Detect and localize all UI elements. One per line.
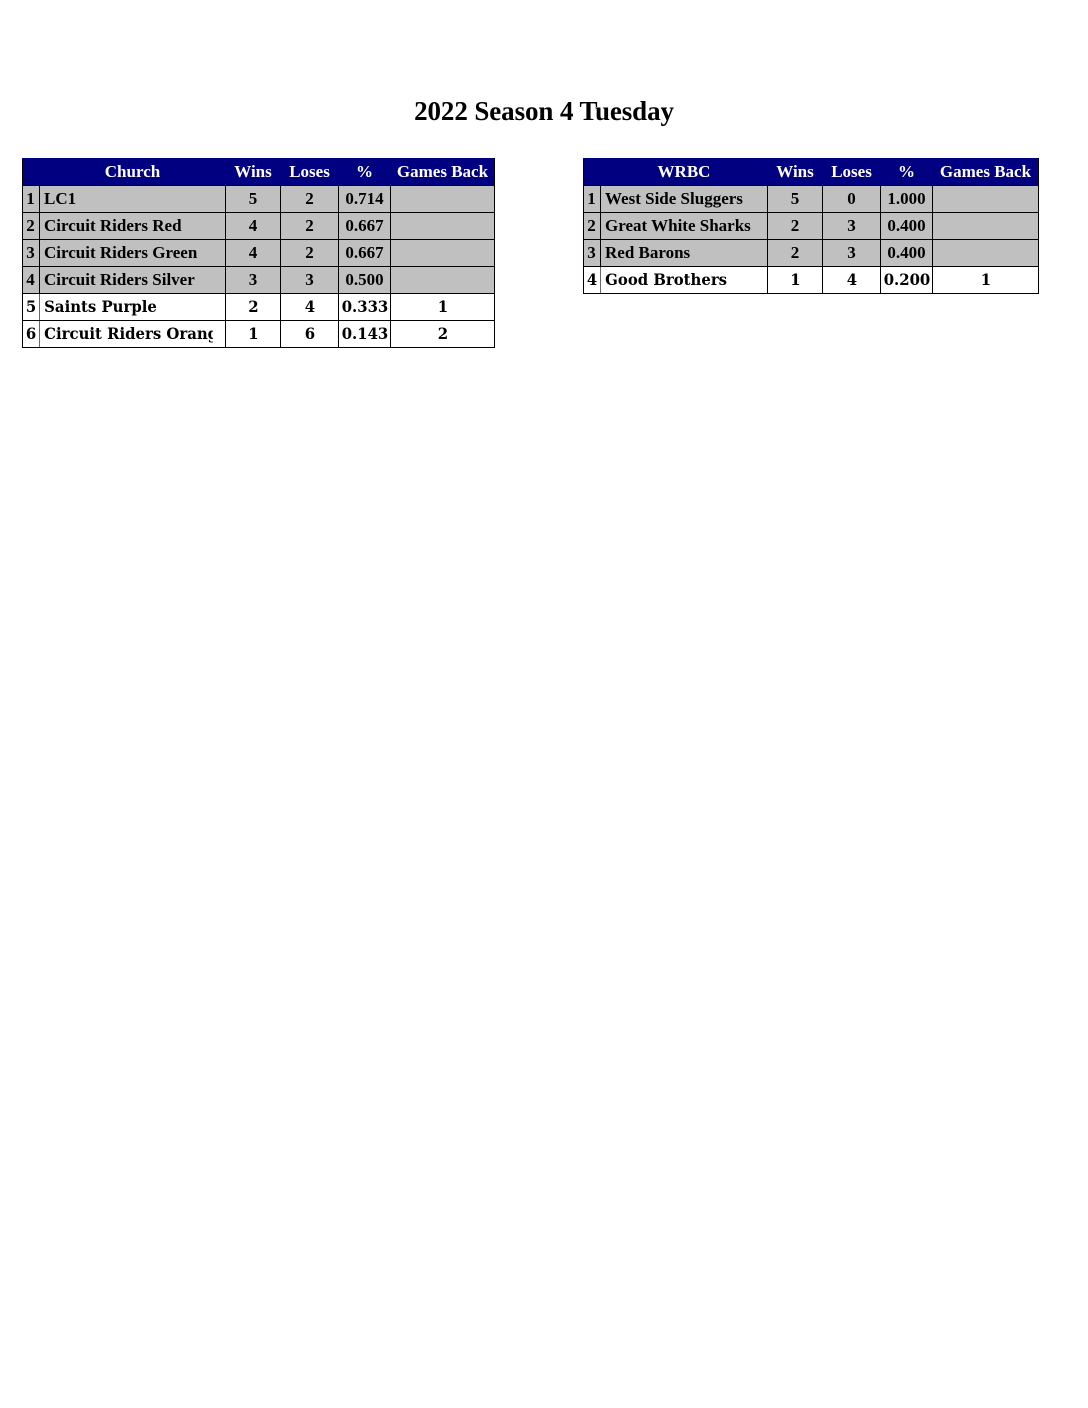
cell-wins: 1 [226, 320, 280, 348]
cell-percentage: 0.143 [339, 320, 390, 348]
cell-rank: 5 [22, 293, 40, 321]
cell-games-back [932, 185, 1039, 213]
cell-percentage: 0.400 [880, 239, 933, 267]
cell-team-name: Good Brothers [600, 266, 757, 294]
column-header-wins: Wins [225, 158, 281, 186]
column-header-games-back: Games Back [390, 158, 495, 186]
cell-percentage: 0.200 [881, 266, 932, 294]
cell-loses: 6 [282, 320, 337, 348]
cell-games-back [390, 239, 495, 267]
cell-rank: 2 [583, 212, 601, 240]
cell-games-back [390, 185, 495, 213]
cell-wins: 4 [225, 212, 281, 240]
cell-percentage: 0.667 [338, 239, 391, 267]
cell-wins: 3 [225, 266, 281, 294]
cell-games-back: 2 [393, 320, 492, 348]
cell-games-back [390, 266, 495, 294]
cell-games-back [932, 212, 1039, 240]
column-header-team: WRBC [600, 158, 768, 186]
table-body-church: 1 LC1 5 2 0.714 2 Circuit Riders Red 4 2 0.667 3 Ci… [22, 185, 495, 348]
column-header-percentage: % [338, 158, 391, 186]
header-row: Church Wins Loses % Games Back [22, 158, 495, 186]
cell-loses: 4 [282, 293, 337, 321]
table-body-wrbc: 1 West Side Sluggers 5 0 1.000 2 Great White S… [583, 185, 1039, 294]
cell-loses: 3 [822, 239, 881, 267]
table-row: 3 Red Barons 2 3 0.400 [583, 239, 1039, 267]
cell-rank: 3 [22, 239, 40, 267]
cell-rank: 2 [22, 212, 40, 240]
table-row: 2 Great White Sharks 2 3 0.400 [583, 212, 1039, 240]
cell-percentage: 0.400 [880, 212, 933, 240]
cell-wins: 2 [767, 212, 823, 240]
cell-loses: 3 [822, 212, 881, 240]
cell-team-name: West Side Sluggers [600, 185, 768, 213]
standings-table-wrbc: WRBC Wins Loses % Games Back 1 West Side … [583, 158, 1039, 294]
cell-wins: 4 [225, 239, 281, 267]
cell-wins: 5 [225, 185, 281, 213]
cell-games-back [932, 239, 1039, 267]
cell-team-name: Red Barons [600, 239, 768, 267]
cell-team-name: Circuit Riders Orange [39, 320, 213, 348]
cell-percentage: 0.667 [338, 212, 391, 240]
cell-games-back [390, 212, 495, 240]
column-header-loses: Loses [280, 158, 339, 186]
table-row: 1 LC1 5 2 0.714 [22, 185, 495, 213]
column-header-wins: Wins [767, 158, 823, 186]
cell-games-back: 1 [393, 293, 492, 321]
cell-percentage: 0.333 [339, 293, 390, 321]
cell-rank: 1 [22, 185, 40, 213]
cell-wins: 1 [768, 266, 822, 294]
standings-table-church: Church Wins Loses % Games Back 1 LC1 5 2 0.7… [22, 158, 495, 348]
column-header-games-back: Games Back [932, 158, 1039, 186]
cell-rank: 4 [22, 266, 40, 294]
cell-loses: 2 [280, 185, 339, 213]
cell-percentage: 0.500 [338, 266, 391, 294]
table-row: 5 Saints Purple 2 4 0.333 1 [22, 293, 495, 321]
table-row: 6 Circuit Riders Orange 1 6 0.143 2 [22, 320, 495, 348]
cell-team-name: Saints Purple [39, 293, 213, 321]
cell-games-back: 1 [935, 266, 1036, 294]
cell-percentage: 1.000 [880, 185, 933, 213]
cell-team-name: Circuit Riders Red [39, 212, 226, 240]
cell-percentage: 0.714 [338, 185, 391, 213]
cell-loses: 2 [280, 212, 339, 240]
header-row: WRBC Wins Loses % Games Back [583, 158, 1039, 186]
table-header-church: Church Wins Loses % Games Back [22, 158, 495, 186]
cell-loses: 4 [824, 266, 879, 294]
cell-loses: 3 [280, 266, 339, 294]
column-header-rank [583, 158, 601, 186]
table-row: 4 Good Brothers 1 4 0.200 1 [583, 266, 1039, 294]
table-row: 2 Circuit Riders Red 4 2 0.667 [22, 212, 495, 240]
page-title: 2022 Season 4 Tuesday [414, 96, 674, 126]
cell-rank: 4 [583, 266, 601, 294]
cell-wins: 2 [767, 239, 823, 267]
cell-rank: 6 [22, 320, 40, 348]
cell-loses: 2 [280, 239, 339, 267]
cell-wins: 5 [767, 185, 823, 213]
column-header-team: Church [39, 158, 226, 186]
cell-team-name: LC1 [39, 185, 226, 213]
column-header-loses: Loses [822, 158, 881, 186]
table-row: 3 Circuit Riders Green 4 2 0.667 [22, 239, 495, 267]
column-header-rank [22, 158, 40, 186]
cell-team-name: Circuit Riders Green [39, 239, 226, 267]
table-row: 1 West Side Sluggers 5 0 1.000 [583, 185, 1039, 213]
cell-loses: 0 [822, 185, 881, 213]
column-header-percentage: % [880, 158, 933, 186]
cell-team-name: Circuit Riders Silver [39, 266, 226, 294]
table-header-wrbc: WRBC Wins Loses % Games Back [583, 158, 1039, 186]
cell-team-name: Great White Sharks [600, 212, 768, 240]
cell-rank: 1 [583, 185, 601, 213]
table-row: 4 Circuit Riders Silver 3 3 0.500 [22, 266, 495, 294]
cell-wins: 2 [226, 293, 280, 321]
cell-rank: 3 [583, 239, 601, 267]
